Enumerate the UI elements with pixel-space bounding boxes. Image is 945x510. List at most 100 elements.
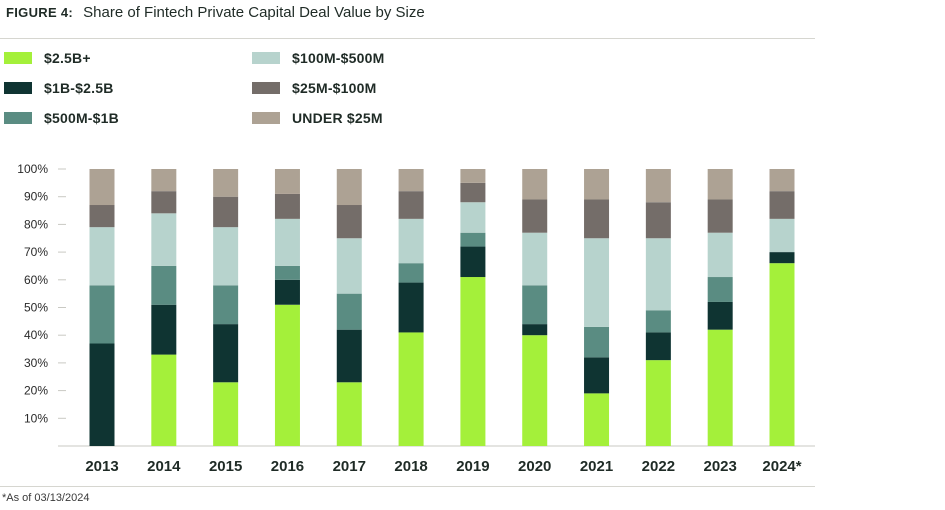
x-tick-label: 2022	[642, 458, 675, 475]
legend-item-500m-1b: $500M-$1B	[4, 110, 119, 126]
bar-segment	[460, 202, 486, 233]
stacked-bar-chart: 10% 20% 30% 40% 50% 60% 70% 80% 90% 100% 2013 2014 2…	[17, 162, 815, 475]
bar-segment	[274, 265, 300, 280]
footnote: *As of 03/13/2024	[2, 492, 90, 504]
y-tick-label: 40%	[24, 328, 48, 342]
bar-segment	[707, 329, 733, 446]
bar-segment	[769, 252, 795, 264]
bar-segment	[151, 191, 177, 214]
legend-label: $100M-$500M	[292, 50, 385, 66]
legend-item-under-25m: UNDER $25M	[252, 110, 383, 126]
legend-swatch	[252, 112, 280, 124]
bar-segment	[645, 169, 671, 203]
legend-item-25m-100m: $25M-$100M	[252, 80, 377, 96]
bar-segment	[89, 343, 115, 446]
bar-segment	[336, 329, 362, 383]
bar-segment	[584, 326, 610, 358]
bar-segment	[584, 357, 610, 394]
x-tick-label: 2020	[518, 458, 551, 475]
legend-swatch	[4, 82, 32, 94]
y-tick-label: 20%	[24, 384, 48, 398]
bar-segment	[707, 301, 733, 330]
legend: $2.5B+ $1B-$2.5B $500M-$1B $100M-$500M $…	[0, 48, 520, 138]
legend-item-1b-2-5b: $1B-$2.5B	[4, 80, 114, 96]
y-tick-label: 30%	[24, 356, 48, 370]
bar-segment	[213, 324, 239, 383]
bar-segment	[522, 335, 548, 446]
legend-swatch	[252, 82, 280, 94]
x-tick-label: 2013	[85, 458, 118, 475]
bar-segment	[274, 169, 300, 194]
y-tick-label: 80%	[24, 217, 48, 231]
bar-segment	[398, 169, 424, 192]
x-tick-label: 2019	[456, 458, 489, 475]
bar-segment	[645, 360, 671, 446]
bar-segment	[336, 382, 362, 446]
bar-segment	[213, 382, 239, 446]
bar-segment	[336, 238, 362, 294]
bar-segment	[336, 169, 362, 206]
bar-segment	[769, 169, 795, 192]
bar-segment	[707, 169, 733, 200]
x-tick-label: 2023	[703, 458, 736, 475]
bar-segment	[769, 191, 795, 219]
bar-segment	[151, 304, 177, 355]
bar-segment	[460, 246, 486, 278]
y-tick-label: 70%	[24, 245, 48, 259]
x-tick-label: 2024*	[762, 458, 801, 475]
bar-segment	[213, 227, 239, 286]
bar-segment	[89, 205, 115, 228]
bar-segment	[522, 285, 548, 325]
x-tick-label: 2017	[333, 458, 366, 475]
bar-segment	[645, 332, 671, 361]
figure-label: FIGURE 4:	[6, 5, 73, 20]
bar-segment	[213, 285, 239, 325]
bar-segment	[460, 232, 486, 247]
chart-title: Share of Fintech Private Capital Deal Va…	[83, 4, 425, 21]
x-tick-label: 2014	[147, 458, 181, 475]
bar-segment	[151, 169, 177, 192]
bar-segment	[707, 277, 733, 302]
bar-segment	[151, 265, 177, 305]
bar-segment	[769, 218, 795, 253]
y-tick-label: 90%	[24, 190, 48, 204]
bar-segment	[89, 169, 115, 206]
bar-segment	[151, 354, 177, 446]
bar-segment	[89, 227, 115, 286]
chart-title-row: FIGURE 4: Share of Fintech Private Capit…	[6, 4, 425, 21]
bar-segment	[398, 218, 424, 264]
y-tick-label: 50%	[24, 301, 48, 315]
legend-swatch	[4, 112, 32, 124]
footer-divider	[0, 486, 815, 487]
legend-item-2-5b-plus: $2.5B+	[4, 50, 91, 66]
legend-item-100m-500m: $100M-$500M	[252, 50, 384, 66]
bar-segment	[89, 285, 115, 344]
y-tick-label: 100%	[17, 162, 48, 176]
bar-segment	[460, 169, 486, 183]
bar-segment	[522, 232, 548, 286]
bar-segment	[151, 213, 177, 266]
x-tick-label: 2018	[394, 458, 427, 475]
bar-segment	[584, 169, 610, 200]
bar-segment	[460, 182, 486, 203]
bar-segment	[213, 169, 239, 197]
legend-swatch	[4, 52, 32, 64]
bar-segment	[274, 218, 300, 266]
legend-label: $2.5B+	[44, 50, 91, 66]
bar-segment	[398, 332, 424, 446]
y-tick-label: 60%	[24, 273, 48, 287]
bar-segment	[274, 304, 300, 446]
legend-label: $25M-$100M	[292, 80, 377, 96]
title-divider	[0, 38, 815, 39]
bar-segment	[398, 263, 424, 283]
bar-segment	[274, 193, 300, 219]
x-tick-label: 2021	[580, 458, 613, 475]
bar-segment	[584, 238, 610, 327]
legend-label: UNDER $25M	[292, 110, 383, 126]
bar-segment	[707, 232, 733, 278]
bar-segment	[398, 282, 424, 333]
bar-segment	[274, 279, 300, 305]
legend-label: $500M-$1B	[44, 110, 119, 126]
bar-segment	[398, 191, 424, 219]
legend-swatch	[252, 52, 280, 64]
